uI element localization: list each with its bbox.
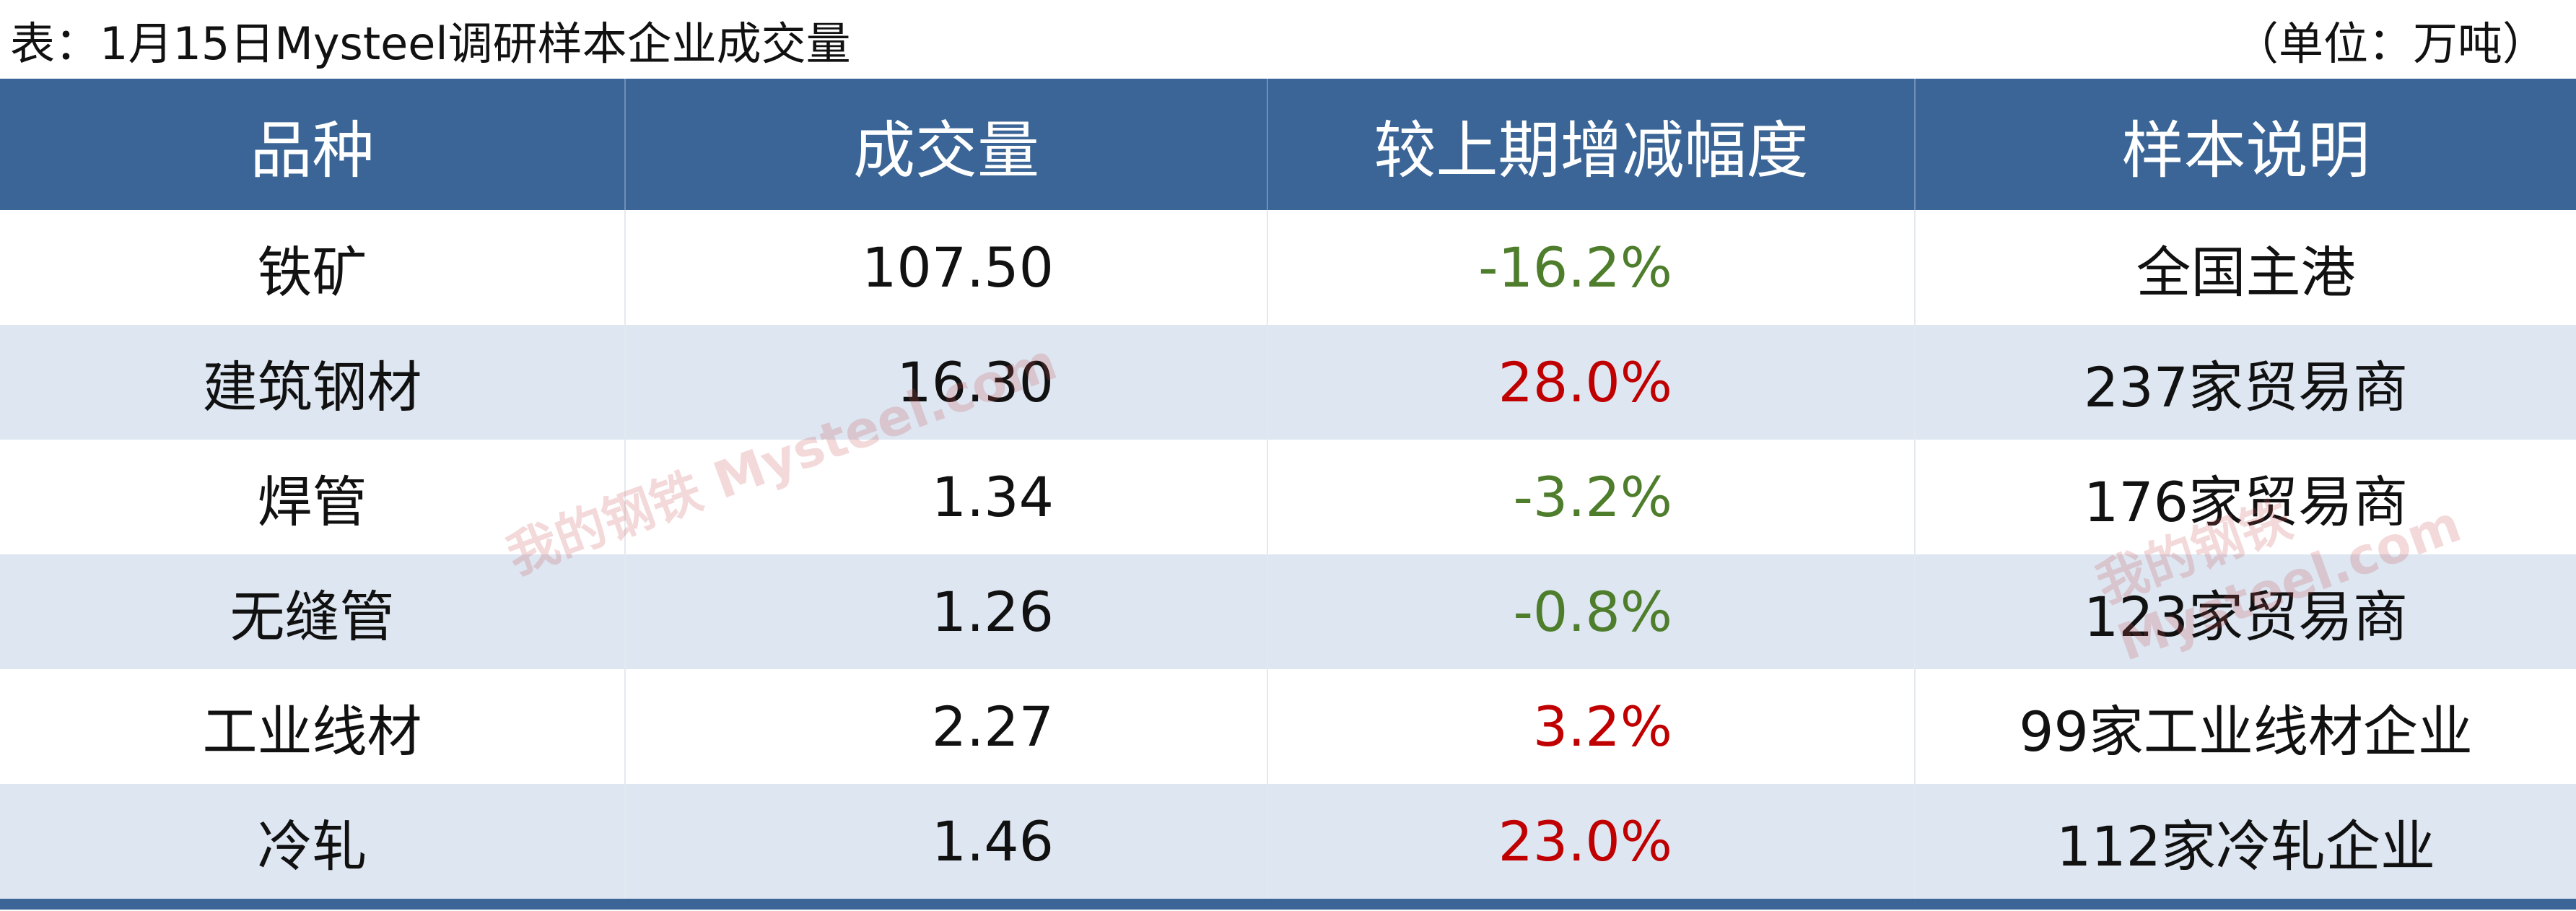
table-cell: 23.0% (1268, 784, 1916, 899)
table-cell: 3.2% (1268, 669, 1916, 784)
table-cell: 237家贸易商 (2083, 354, 2409, 419)
table-cell: 铁矿 (0, 210, 626, 325)
table-cell: 176家贸易商 (2083, 469, 2409, 534)
header-cell: 成交量 (626, 79, 1268, 210)
header-row: 品种 成交量 较上期增减幅度 样本说明 (0, 79, 2576, 210)
table-cell: 1.26 (626, 554, 1268, 669)
bottom-border (0, 899, 2576, 910)
table-cell: 1.34 (626, 440, 1268, 554)
table-cell: 建筑钢材 (0, 325, 626, 440)
header-cell: 样本说明 (2121, 114, 2370, 187)
table-row: 工业线材 2.27 3.2% 99家工业线材企业 (0, 669, 2576, 784)
table-cell: 107.50 (626, 210, 1268, 325)
table-cell: 无缝管 (0, 554, 626, 669)
table-cell: 123家贸易商 (2083, 584, 2409, 649)
header-cell: 较上期增减幅度 (1268, 79, 1916, 210)
table-cell: 16.30 (626, 325, 1268, 440)
table-cell: 焊管 (0, 440, 626, 554)
table-row: 铁矿 107.50 -16.2% 全国主港 (0, 210, 2576, 325)
table: 品种 成交量 较上期增减幅度 样本说明铁矿 107.50 -16.2% 全国主港建筑钢材 16… (0, 79, 2576, 910)
table-cell: -0.8% (1268, 554, 1916, 669)
table-cell: 2.27 (626, 669, 1268, 784)
header-cell: 品种 (0, 79, 626, 210)
table-cell: 28.0% (1268, 325, 1916, 440)
title-row: 表：1月15日Mysteel调研样本企业成交量 （单位：万吨） (0, 0, 2576, 74)
table-cell: 工业线材 (0, 669, 626, 784)
table-cell: 99家工业线材企业 (2019, 699, 2473, 764)
table-row: 冷轧 1.46 23.0% 112家冷轧企业 (0, 784, 2576, 899)
table-cell: 全国主港 (2136, 240, 2356, 305)
table-row: 无缝管 1.26 -0.8% 123家贸易商 (0, 554, 2576, 669)
table-cell: 112家冷轧企业 (2056, 814, 2436, 879)
title: 表：1月15日Mysteel调研样本企业成交量 (10, 17, 851, 70)
table-cell: -3.2% (1268, 440, 1916, 554)
table-cell: 冷轧 (0, 784, 626, 899)
table-cell: -16.2% (1268, 210, 1916, 325)
table-row: 焊管 1.34 -3.2% 176家贸易商 (0, 440, 2576, 554)
table-row: 建筑钢材 16.30 28.0% 237家贸易商 (0, 325, 2576, 440)
table-cell: 1.46 (626, 784, 1268, 899)
unit: （单位：万吨） (2233, 17, 2547, 70)
